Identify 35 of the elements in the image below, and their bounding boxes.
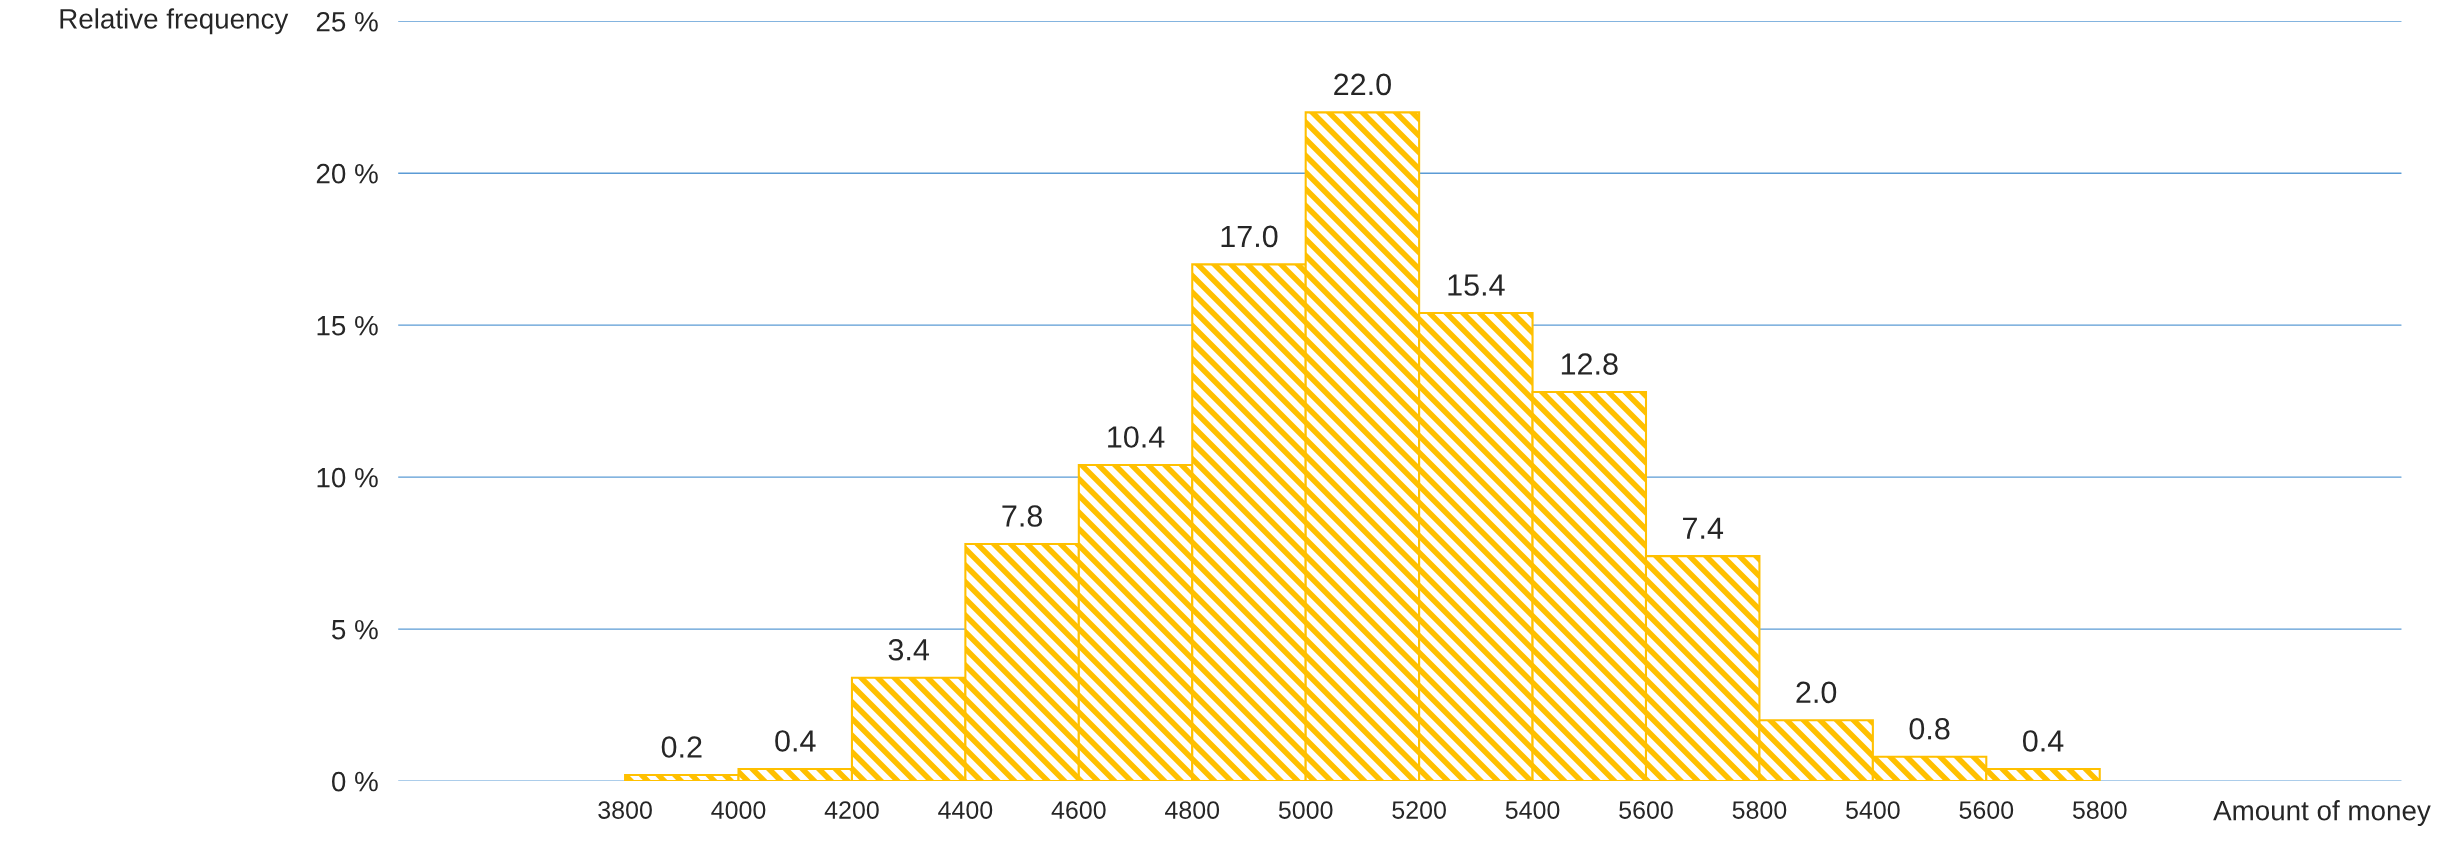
y-tick-label: 25 %: [316, 11, 378, 32]
y-tick-label: 5 %: [332, 619, 378, 640]
y-tick-label: 0 %: [331, 771, 378, 792]
x-tick-label: 5000: [1278, 801, 1333, 819]
data-label: 22.0: [1334, 73, 1391, 96]
data-label: 0.2: [661, 736, 702, 758]
x-tick-label: 4000: [711, 801, 766, 819]
x-axis-title: Amount of money: [2213, 800, 2431, 826]
x-tick-label: 3800: [598, 801, 652, 819]
x-tick-label: 5800: [2072, 801, 2127, 819]
data-label: 0.8: [1909, 717, 1950, 740]
x-tick-label: 5200: [1392, 801, 1446, 819]
data-label: 7.4: [1683, 517, 1724, 539]
x-tick-label: 4200: [824, 801, 879, 819]
x-tick-label: 4800: [1165, 801, 1220, 819]
y-axis-title: Relative frequency: [60, 8, 289, 35]
data-label: 3.4: [888, 638, 930, 661]
data-label: 12.8: [1561, 353, 1618, 375]
x-tick-label: 5400: [1505, 801, 1560, 819]
x-tick-label: 5800: [1732, 801, 1787, 819]
data-label: 7.8: [1002, 505, 1043, 527]
y-tick-label: 15 %: [317, 315, 378, 336]
data-label: 15.4: [1448, 274, 1505, 296]
data-label: 17.0: [1221, 225, 1278, 248]
data-label: 2.0: [1796, 681, 1837, 704]
x-tick-label: 5600: [1619, 801, 1673, 819]
data-label: 0.4: [775, 730, 816, 752]
x-tick-label: 4600: [1051, 801, 1106, 819]
y-tick-label: 20 %: [316, 163, 378, 184]
x-tick-label: 4400: [938, 801, 993, 819]
data-label: 0.4: [2022, 730, 2064, 752]
y-tick-label: 10 %: [317, 467, 378, 488]
data-label: 10.4: [1108, 426, 1165, 448]
x-tick-label: 5400: [1846, 801, 1900, 819]
x-tick-label: 5600: [1959, 801, 2014, 819]
